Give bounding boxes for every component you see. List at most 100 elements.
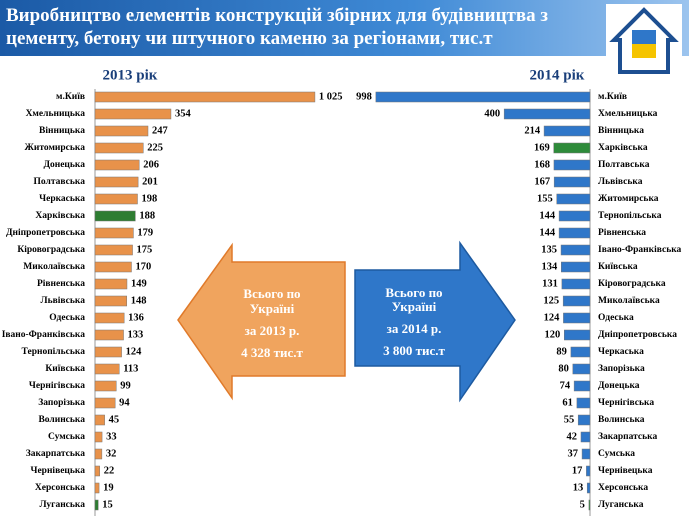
bar xyxy=(560,261,591,273)
bar xyxy=(561,278,591,290)
value-label: 124 xyxy=(544,312,561,323)
bar xyxy=(586,482,591,494)
category-label: м.Київ xyxy=(598,92,627,102)
category-label: Миколаївська xyxy=(23,262,85,272)
bar xyxy=(553,142,591,154)
bar xyxy=(94,159,140,171)
value-label: 61 xyxy=(562,397,573,408)
value-label: 15 xyxy=(102,499,113,510)
bar xyxy=(573,380,591,392)
value-label: 144 xyxy=(539,227,556,238)
category-label: Чернігівська xyxy=(29,380,85,391)
value-label: 89 xyxy=(556,346,567,357)
category-label: Херсонська xyxy=(598,483,648,493)
bar xyxy=(563,312,591,324)
category-label: Тернопільська xyxy=(22,346,86,357)
value-label: 1 025 xyxy=(319,91,343,102)
category-label: Луганська xyxy=(598,500,644,510)
bar xyxy=(94,244,133,256)
value-label: 135 xyxy=(541,244,557,255)
bar xyxy=(572,363,591,375)
category-label: Волинська xyxy=(598,415,645,425)
category-label: Луганська xyxy=(40,500,86,510)
bar xyxy=(553,176,591,188)
bar xyxy=(558,210,591,222)
value-label: 155 xyxy=(537,193,553,204)
value-label: 144 xyxy=(539,210,556,221)
bar xyxy=(556,193,591,205)
category-label: Закарпатська xyxy=(598,432,657,442)
chart-title: 2014 рік xyxy=(530,67,585,83)
category-label: Чернівецька xyxy=(598,465,653,476)
bar xyxy=(94,261,132,273)
category-label: Черкаська xyxy=(598,347,644,357)
value-label: 225 xyxy=(147,142,163,153)
bar xyxy=(581,448,591,460)
value-label: 133 xyxy=(128,329,144,340)
value-label: 42 xyxy=(566,431,577,442)
annotation: 4 328 тис.т xyxy=(241,345,303,360)
bar xyxy=(94,108,172,120)
category-label: Житомирська xyxy=(24,143,85,153)
category-label: Полтавська xyxy=(34,177,86,187)
category-label: Київська xyxy=(45,364,85,374)
value-label: 124 xyxy=(126,346,143,357)
value-label: 198 xyxy=(141,193,157,204)
category-label: Полтавська xyxy=(598,160,650,170)
value-label: 188 xyxy=(139,210,155,221)
value-label: 94 xyxy=(119,397,130,408)
value-label: 400 xyxy=(484,108,500,119)
value-label: 136 xyxy=(128,312,144,323)
category-label: Одеська xyxy=(49,313,85,323)
category-label: Харківська xyxy=(35,210,85,221)
value-label: 214 xyxy=(524,125,541,136)
bar xyxy=(94,329,124,341)
value-label: 179 xyxy=(137,227,153,238)
value-label: 17 xyxy=(572,465,583,476)
annotation: за 2013 р. xyxy=(245,323,300,338)
category-label: Донецька xyxy=(598,381,640,391)
logo-house xyxy=(609,7,679,74)
category-label: Івано-Франківська xyxy=(2,329,86,340)
bar xyxy=(94,210,136,222)
category-label: Волинська xyxy=(38,415,85,425)
value-label: 13 xyxy=(573,482,584,493)
category-label: Чернівецька xyxy=(30,465,85,476)
value-label: 55 xyxy=(564,414,575,425)
value-label: 134 xyxy=(541,261,558,272)
value-label: 22 xyxy=(104,465,115,476)
bar xyxy=(94,448,103,460)
value-label: 37 xyxy=(568,448,579,459)
bar xyxy=(588,499,591,511)
bar xyxy=(586,465,591,477)
logo-blue xyxy=(632,30,656,44)
category-label: Миколаївська xyxy=(598,296,660,306)
category-label: Вінницька xyxy=(39,125,85,136)
value-label: 998 xyxy=(356,91,372,102)
value-label: 247 xyxy=(152,125,168,136)
value-label: 169 xyxy=(534,142,550,153)
bar xyxy=(94,295,128,307)
bar xyxy=(94,363,120,375)
value-label: 175 xyxy=(137,244,153,255)
category-label: Вінницька xyxy=(598,125,644,136)
arrow-left xyxy=(177,242,346,401)
arrow-right xyxy=(354,240,516,403)
category-label: Хмельницька xyxy=(598,109,658,119)
category-label: Сумська xyxy=(48,432,85,442)
bar xyxy=(560,244,591,256)
value-label: 74 xyxy=(560,380,571,391)
value-label: 5 xyxy=(580,499,585,510)
category-label: Кіровоградська xyxy=(17,244,85,255)
bar xyxy=(570,346,591,358)
bar xyxy=(94,414,105,426)
annotation: Україні xyxy=(392,299,437,314)
value-label: 33 xyxy=(106,431,117,442)
category-label: Закарпатська xyxy=(26,449,85,459)
bar xyxy=(564,329,591,341)
bar xyxy=(94,312,125,324)
bar xyxy=(503,108,591,120)
bar xyxy=(577,414,591,426)
